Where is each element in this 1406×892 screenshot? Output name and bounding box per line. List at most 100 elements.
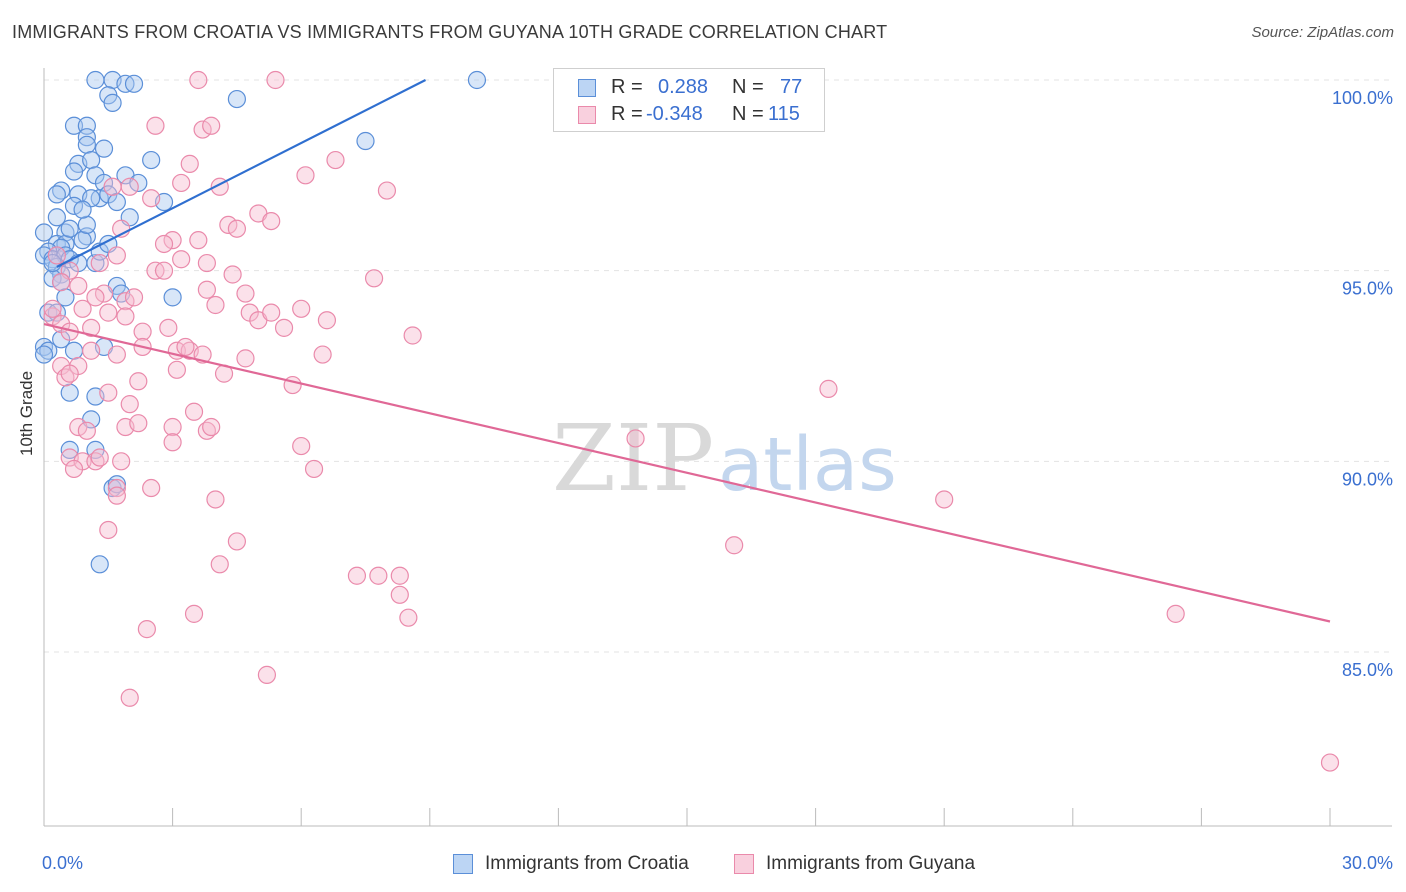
guyana-point bbox=[403, 326, 422, 345]
croatia-point bbox=[163, 288, 182, 307]
guyana-point bbox=[377, 181, 397, 200]
x-tick-label: 0.0% bbox=[42, 853, 83, 873]
trend-lines bbox=[43, 79, 1331, 623]
guyana-point bbox=[69, 417, 88, 437]
guyana-point bbox=[99, 383, 118, 402]
guyana-point bbox=[725, 536, 744, 555]
guyana-point bbox=[90, 253, 109, 273]
guyana-point bbox=[47, 246, 66, 265]
guyana-point bbox=[142, 189, 161, 208]
y-tick-label: 95.0% bbox=[1342, 279, 1393, 299]
croatia-point bbox=[227, 89, 246, 109]
guyana-r-value: -0.348 bbox=[646, 103, 703, 125]
guyana-point bbox=[189, 70, 208, 90]
guyana-point bbox=[120, 395, 139, 414]
guyana-point bbox=[189, 231, 208, 250]
guyana-point bbox=[274, 318, 294, 337]
x-tick-label: 30.0% bbox=[1342, 853, 1393, 873]
croatia-point bbox=[47, 208, 66, 227]
guyana-point bbox=[202, 417, 221, 437]
axes bbox=[43, 68, 1392, 827]
guyana-legend-swatch bbox=[734, 854, 754, 874]
guyana-point bbox=[163, 231, 182, 250]
guyana-point bbox=[176, 337, 195, 357]
croatia-point bbox=[64, 162, 84, 181]
guyana-point bbox=[227, 219, 246, 238]
croatia-point bbox=[34, 223, 54, 242]
guyana-point bbox=[236, 349, 255, 368]
guyana-point bbox=[163, 417, 182, 437]
croatia-r-value: 0.288 bbox=[658, 76, 709, 98]
croatia-r-label: R = bbox=[611, 76, 643, 98]
croatia-point bbox=[107, 192, 126, 212]
guyana-point bbox=[197, 253, 216, 273]
guyana-point bbox=[73, 299, 92, 318]
guyana-point bbox=[292, 436, 311, 456]
croatia-point bbox=[82, 150, 101, 170]
guyana-point bbox=[52, 273, 71, 292]
croatia-point bbox=[142, 150, 161, 170]
croatia-point bbox=[86, 70, 105, 90]
guyana-point bbox=[154, 261, 174, 280]
guyana-point bbox=[107, 345, 126, 364]
guyana-point bbox=[193, 120, 212, 139]
croatia-point bbox=[73, 200, 92, 219]
guyana-point bbox=[262, 303, 281, 322]
croatia-point bbox=[60, 440, 79, 459]
guyana-point bbox=[82, 318, 101, 337]
stats-legend-guyana: R = -0.348 N = 115 bbox=[554, 100, 824, 128]
guyana-point bbox=[266, 70, 285, 90]
guyana-point bbox=[120, 688, 139, 707]
croatia-point bbox=[124, 74, 144, 93]
guyana-point bbox=[43, 299, 62, 318]
guyana-point bbox=[64, 459, 84, 479]
croatia-point bbox=[73, 231, 92, 250]
guyana-point bbox=[129, 372, 148, 391]
guyana-point bbox=[99, 520, 118, 540]
guyana-point bbox=[369, 566, 388, 585]
guyana-point bbox=[390, 566, 409, 585]
guyana-point bbox=[116, 292, 135, 311]
croatia-point bbox=[77, 135, 96, 154]
croatia-point bbox=[103, 93, 122, 112]
chart-title: IMMIGRANTS FROM CROATIA VS IMMIGRANTS FR… bbox=[12, 22, 888, 42]
croatia-point bbox=[77, 128, 96, 147]
croatia-point bbox=[64, 116, 84, 135]
guyana-point bbox=[206, 295, 225, 315]
y-axis-title: 10th Grade bbox=[17, 370, 36, 456]
guyana-point bbox=[167, 360, 186, 379]
guyana-point bbox=[227, 532, 246, 551]
guyana-point bbox=[399, 608, 418, 627]
guyana-point bbox=[326, 150, 345, 170]
guyana-point bbox=[197, 280, 216, 299]
guyana-point bbox=[262, 211, 281, 231]
guyana-point bbox=[77, 421, 96, 440]
tick-labels: 100.0% 95.0% 90.0% 85.0% 0.0% 30.0% bbox=[42, 88, 1393, 873]
source-label: Source: ZipAtlas.com bbox=[1251, 24, 1394, 41]
guyana-point bbox=[172, 250, 191, 269]
guyana-point bbox=[390, 585, 409, 604]
guyana-point bbox=[107, 246, 126, 265]
croatia-point bbox=[43, 269, 62, 288]
guyana-point bbox=[146, 116, 165, 135]
guyana-point bbox=[103, 177, 122, 196]
guyana-point bbox=[172, 173, 191, 193]
croatia-point bbox=[47, 185, 66, 204]
croatia-point bbox=[77, 215, 96, 235]
croatia-point bbox=[467, 70, 487, 90]
guyana-point bbox=[142, 478, 161, 498]
croatia-point bbox=[129, 173, 148, 193]
guyana-point bbox=[184, 402, 204, 421]
guyana-point bbox=[626, 429, 645, 448]
guyana-point bbox=[99, 303, 118, 322]
guyana-point bbox=[1166, 604, 1185, 623]
guyana-point bbox=[133, 322, 152, 341]
watermark: ZIP atlas bbox=[552, 405, 897, 512]
guyana-point bbox=[304, 459, 324, 479]
guyana-point bbox=[60, 364, 79, 383]
y-tick-label: 85.0% bbox=[1342, 660, 1393, 680]
guyana-point bbox=[107, 478, 126, 498]
series-guyana-points bbox=[43, 70, 1340, 772]
guyana-point bbox=[159, 318, 178, 337]
